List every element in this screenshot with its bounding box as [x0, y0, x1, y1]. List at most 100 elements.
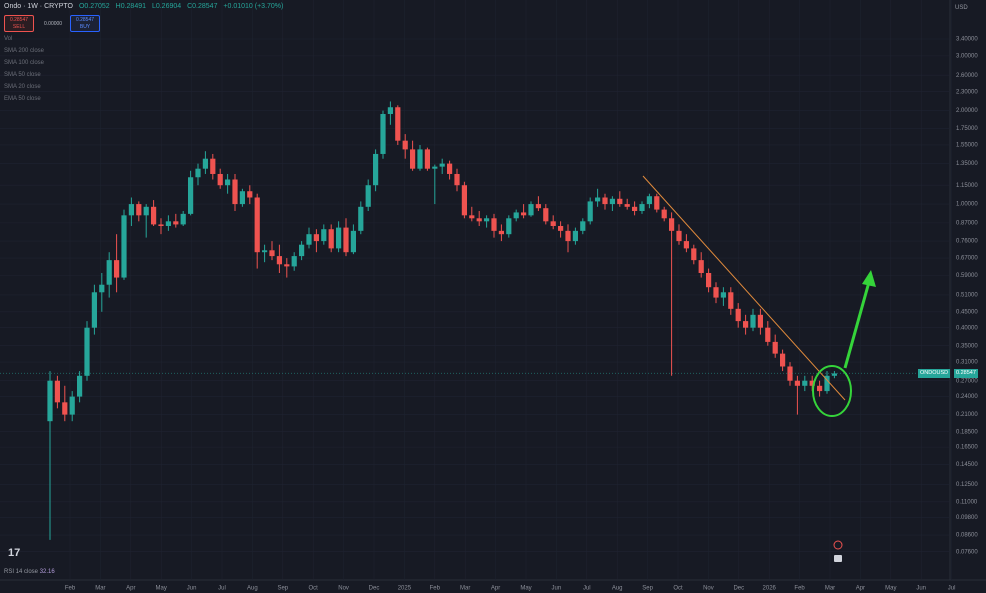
candle-body [84, 327, 90, 376]
x-tick-label: Jul [218, 586, 226, 592]
price-tag-name: ONDOUSD [918, 368, 951, 378]
candle-body [77, 375, 83, 397]
candle-body [195, 168, 201, 178]
y-tick-label: 1.15000 [956, 183, 978, 189]
x-tick-label: Nov [703, 586, 714, 592]
x-tick-label: Mar [95, 586, 105, 592]
candles [47, 101, 837, 540]
candle-body [550, 221, 556, 227]
sell-label: SELL [12, 24, 26, 30]
candle-body [173, 221, 179, 225]
open: O0.27052 [78, 3, 110, 10]
y-tick-label: 3.40000 [956, 37, 978, 43]
candle-body [735, 308, 741, 322]
indicator: SMA 100 close [4, 60, 45, 66]
y-tick-label: 0.35000 [956, 343, 978, 349]
candle-body [99, 284, 105, 293]
candle-body [824, 375, 830, 392]
candle-body [728, 292, 734, 309]
x-tick-label: May [520, 586, 531, 592]
y-tick-label: 0.31000 [956, 360, 978, 366]
candle-body [646, 196, 652, 205]
high: H0.28491 [115, 3, 146, 10]
candle-body [180, 213, 186, 225]
candle-body [47, 380, 53, 422]
candle-body [432, 166, 438, 169]
candle-body [232, 179, 238, 205]
candle-body [439, 163, 445, 167]
x-tick-label: Mar [460, 586, 470, 592]
candle-body [624, 204, 630, 207]
candle-body [387, 107, 393, 114]
y-tick-label: 0.67000 [956, 256, 978, 262]
candle-body [336, 227, 342, 249]
candle-body [595, 197, 601, 202]
x-tick-label: Feb [794, 586, 805, 592]
candle-body [454, 173, 460, 186]
candle-body [69, 396, 75, 415]
x-tick-label: Jul [583, 586, 591, 592]
candle-body [151, 206, 157, 225]
candle-body [247, 191, 253, 198]
candle-body [787, 366, 793, 381]
candle-body [128, 204, 134, 216]
candle-body [683, 241, 689, 249]
x-tick-label: Jun [187, 586, 197, 592]
candle-body [469, 215, 475, 219]
candle-body [817, 385, 823, 392]
candle-body [750, 314, 756, 328]
candle-body [143, 206, 149, 216]
candle-body [313, 234, 319, 242]
x-tick-label: 2025 [398, 586, 412, 592]
buy-button[interactable]: 0.28547 BUY [70, 15, 100, 32]
candle-body [91, 292, 97, 328]
x-tick-label: 2026 [763, 586, 777, 592]
x-tick-label: Sep [642, 586, 653, 592]
spread: 0.00000 [44, 21, 63, 27]
candle-body [410, 149, 416, 169]
candle-body [262, 250, 268, 253]
candle-body [202, 158, 208, 169]
y-tick-label: 1.55000 [956, 143, 978, 149]
change: +0.01010 (+3.70%) [223, 3, 284, 10]
x-tick-label: Jun [552, 586, 562, 592]
y-tick-label: 0.59000 [956, 273, 978, 279]
event-icon [834, 555, 842, 562]
candle-body [506, 218, 512, 235]
y-tick-label: 0.09800 [956, 515, 978, 521]
candle-body [306, 234, 312, 245]
y-tick-label: 0.87000 [956, 220, 978, 226]
candle-body [720, 292, 726, 298]
grid [0, 0, 952, 580]
candle-body [358, 206, 364, 231]
buy-label: BUY [79, 24, 91, 30]
candle-body [794, 380, 800, 386]
candle-body [558, 226, 564, 231]
x-tick-label: Mar [825, 586, 835, 592]
candle-body [114, 260, 120, 278]
candle-body [602, 197, 608, 205]
y-tick-label: 0.18500 [956, 429, 978, 435]
candle-body [321, 229, 327, 242]
candle-body [395, 107, 401, 141]
y-tick-label: 0.21000 [956, 412, 978, 418]
candle-body [121, 215, 127, 278]
candle-body [617, 198, 623, 205]
candle-body [743, 321, 749, 328]
candle-body [661, 209, 667, 219]
y-tick-label: 2.30000 [956, 89, 978, 95]
y-tick-label: 1.75000 [956, 126, 978, 132]
candle-body [772, 341, 778, 354]
candle-body [706, 272, 712, 288]
candle-body [461, 185, 467, 216]
indicator: SMA 200 close [4, 48, 45, 54]
sell-button[interactable]: 0.28547 SELL [4, 15, 34, 32]
candle-body [491, 218, 497, 231]
rsi-value: 32.16 [39, 569, 55, 575]
candle-body [587, 201, 593, 222]
x-tick-label: Oct [673, 586, 683, 592]
candle-body [380, 113, 386, 154]
candle-body [669, 218, 675, 231]
trend-line [642, 175, 846, 401]
